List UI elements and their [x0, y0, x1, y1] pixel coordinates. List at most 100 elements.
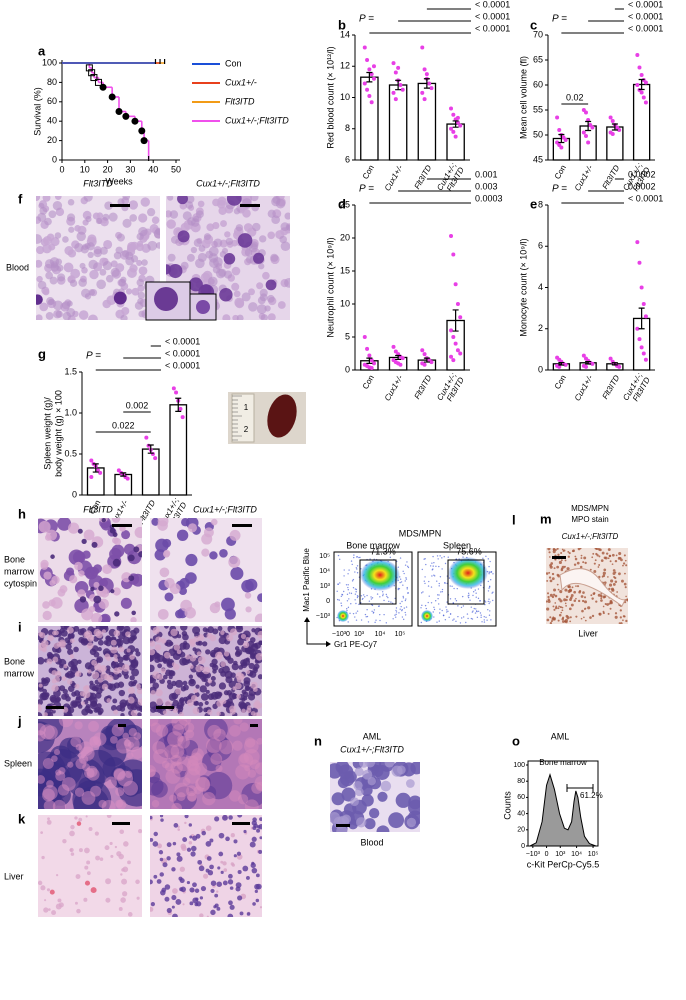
cell: [71, 691, 77, 697]
cell: [172, 841, 177, 846]
x-tick-label: 10⁵: [588, 851, 599, 858]
cell: [548, 576, 552, 579]
cell: [65, 643, 72, 650]
cell: [240, 659, 247, 667]
event: [487, 609, 489, 611]
y-axis-label: Mean cell volume (fl): [518, 56, 528, 139]
cell: [607, 548, 611, 552]
data-point: [178, 406, 183, 411]
cell: [580, 617, 583, 620]
error-bar: [585, 120, 592, 132]
cell: [123, 626, 131, 633]
cell: [113, 657, 119, 663]
cell: [245, 657, 250, 662]
cell: [626, 598, 628, 602]
cell: [237, 233, 253, 248]
event: [346, 593, 349, 596]
data-point: [451, 112, 456, 117]
error-bar: [147, 444, 154, 454]
cell: [97, 646, 102, 652]
cell: [203, 527, 214, 538]
cell: [138, 310, 146, 318]
cell: [552, 548, 556, 551]
data-point: [635, 83, 640, 87]
cell: [549, 593, 553, 597]
x-tick-label: 10³: [354, 631, 365, 638]
cell: [189, 835, 193, 839]
event: [483, 615, 485, 618]
event: [406, 586, 408, 589]
cell: [115, 638, 124, 647]
cell: [210, 880, 217, 886]
cell: [84, 865, 89, 870]
p-value: 0.02: [566, 92, 584, 102]
cell: [222, 665, 230, 674]
cell: [228, 680, 237, 689]
cell: [151, 799, 160, 808]
x-axis-label: Weeks: [105, 176, 133, 186]
cell: [214, 893, 219, 898]
cell: [78, 310, 89, 320]
panel-title: AML: [363, 731, 382, 741]
cell: [229, 904, 235, 910]
cell: [267, 209, 276, 218]
y-tick-label: 5: [345, 331, 350, 341]
cell: [37, 280, 47, 290]
y-axis-label: Survival (%): [32, 87, 42, 136]
cell: [74, 243, 84, 253]
cell: [165, 768, 181, 784]
cell: [89, 692, 97, 700]
y-tick-label: 25: [340, 199, 350, 209]
cell: [74, 816, 78, 820]
panel-letter: k: [18, 811, 26, 826]
cell: [603, 568, 607, 572]
data-point: [639, 345, 644, 350]
cell: [161, 887, 167, 893]
cell: [36, 245, 45, 255]
cell: [162, 710, 168, 715]
cell: [270, 253, 279, 262]
cell: [177, 196, 188, 205]
cell: [52, 200, 63, 211]
event: [337, 583, 339, 585]
cell: [595, 600, 598, 603]
cell: [106, 656, 111, 662]
cell: [615, 554, 618, 557]
cell: [169, 794, 177, 802]
cell: [91, 671, 100, 680]
cell: [179, 878, 185, 884]
event: [490, 619, 492, 621]
event: [424, 576, 426, 578]
inset-cell: [154, 287, 178, 311]
cell: [600, 559, 604, 562]
row-label: marrow: [4, 566, 35, 576]
cell: [121, 306, 130, 315]
censor-square: [94, 78, 102, 86]
y-tick-label: 20: [340, 232, 350, 242]
cell: [581, 599, 585, 603]
cell: [364, 762, 376, 768]
cell: [565, 604, 567, 607]
cell: [63, 664, 68, 669]
scale-bar: [232, 822, 250, 825]
error-bar: [558, 133, 565, 144]
event: [358, 556, 360, 559]
event: [336, 590, 338, 593]
x-tick-label: Flt3ITD: [413, 163, 434, 190]
gate-label: 61.2%: [580, 791, 603, 800]
cell: [210, 676, 216, 681]
event: [356, 556, 358, 558]
panel-title: MPO stain: [571, 515, 608, 524]
cell: [42, 196, 51, 202]
event: [420, 592, 423, 594]
event: [484, 601, 487, 603]
cell: [102, 213, 110, 221]
event: [470, 617, 473, 620]
event: [352, 578, 355, 581]
cell: [199, 913, 204, 917]
event: [446, 609, 448, 611]
event: [448, 616, 450, 618]
event: [483, 619, 485, 621]
cell: [67, 522, 80, 534]
cell: [226, 634, 234, 642]
